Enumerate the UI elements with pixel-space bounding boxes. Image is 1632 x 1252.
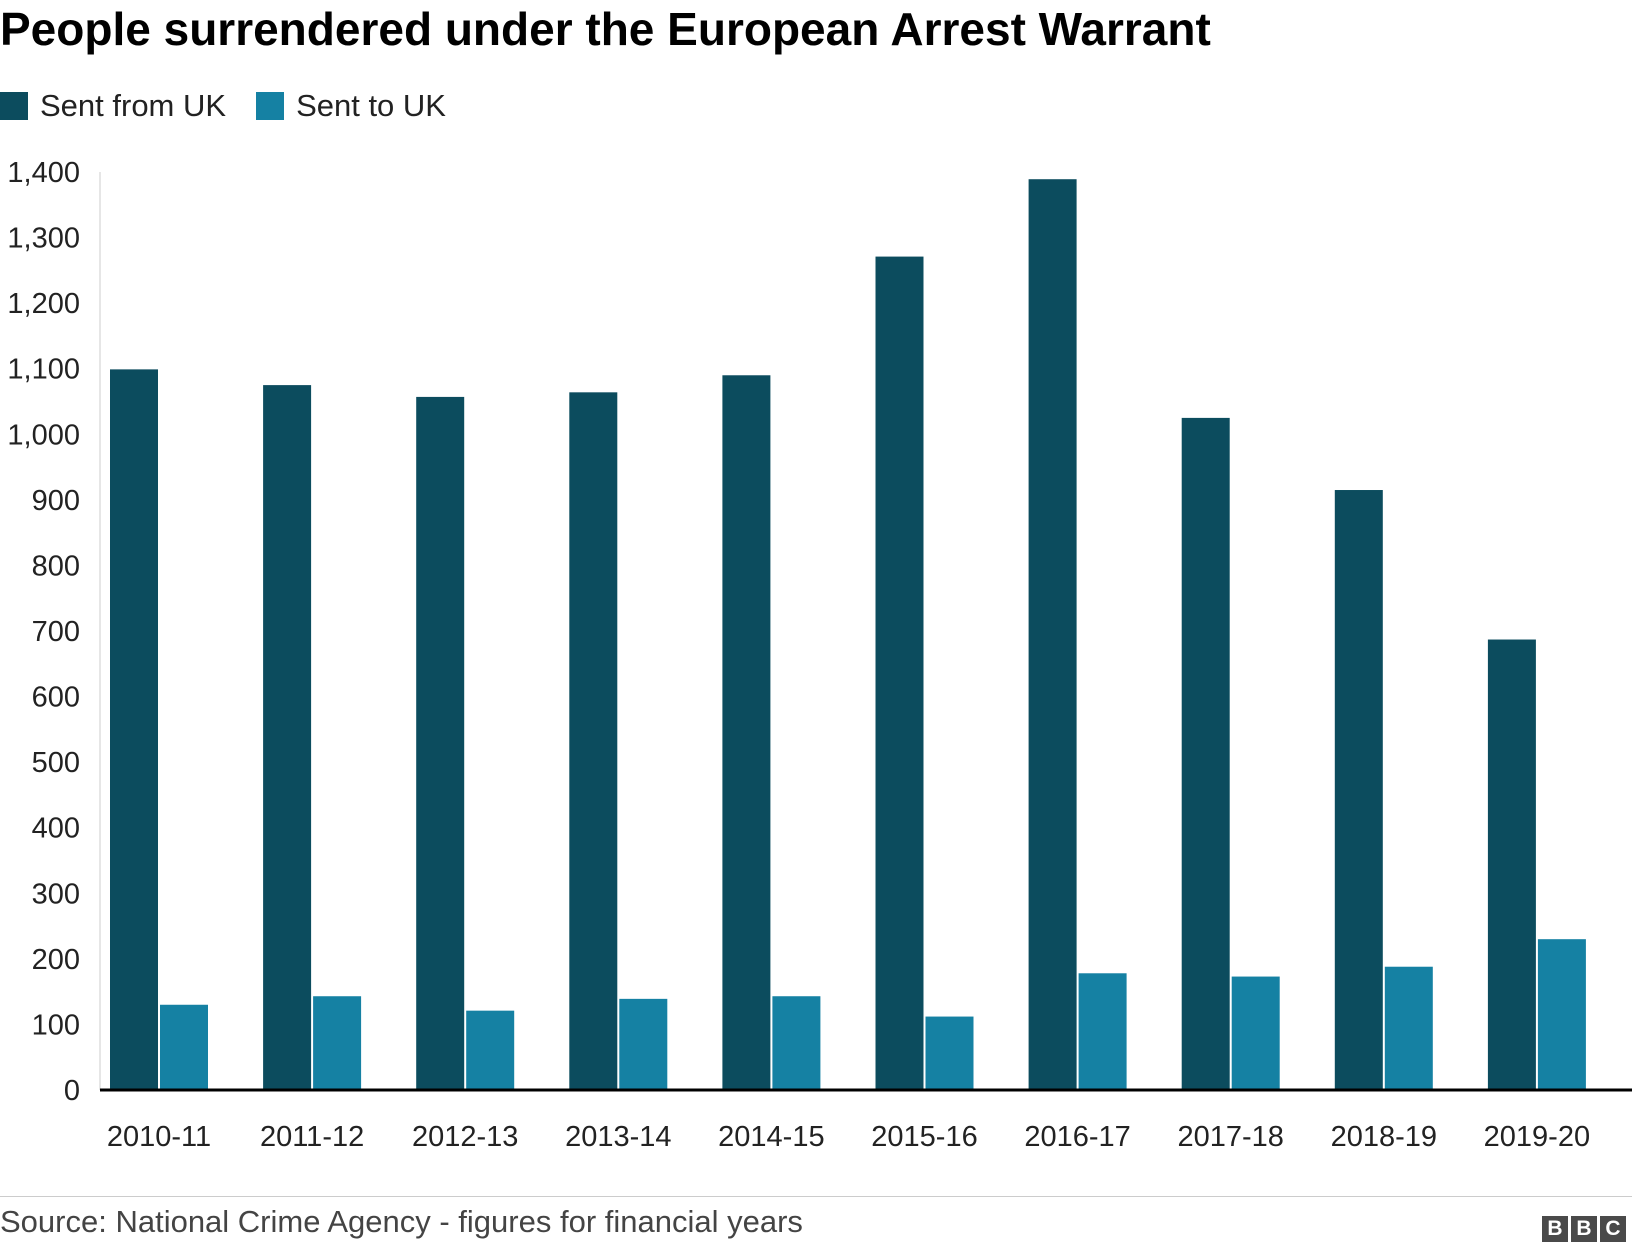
x-tick-label: 2013-14: [565, 1121, 671, 1153]
x-tick-label: 2011-12: [260, 1121, 364, 1153]
logo-letter: B: [1542, 1216, 1568, 1242]
bar-sent-to-uk: [466, 1010, 515, 1090]
bar-sent-to-uk: [925, 1016, 974, 1090]
x-tick-label: 2014-15: [718, 1121, 824, 1153]
y-tick-label: 1,100: [7, 354, 80, 386]
x-tick-label: 2010-11: [107, 1121, 211, 1153]
y-tick-label: 900: [32, 485, 80, 517]
legend-swatch-sent-to-uk: [256, 92, 285, 120]
bar-sent-to-uk: [772, 996, 821, 1090]
legend-item-sent-to-uk: Sent to UK: [256, 88, 446, 124]
source-note: Source: National Crime Agency - figures …: [0, 1204, 803, 1239]
bar-sent-to-uk: [1384, 966, 1433, 1090]
bar-sent-from-uk: [1181, 417, 1230, 1091]
bar-sent-from-uk: [110, 369, 158, 1090]
bar-sent-from-uk: [1487, 639, 1536, 1090]
legend: Sent from UK Sent to UK: [0, 86, 476, 126]
x-tick-label: 2017-18: [1177, 1121, 1283, 1153]
logo-letter: B: [1571, 1216, 1597, 1242]
bbc-logo: B B C: [1539, 1216, 1626, 1242]
y-tick-label: 600: [32, 682, 80, 714]
x-tick-label: 2018-19: [1331, 1121, 1437, 1153]
y-tick-label: 400: [32, 813, 80, 845]
bar-sent-from-uk: [1334, 490, 1383, 1090]
bar-sent-from-uk: [722, 375, 771, 1090]
y-tick-label: 800: [32, 550, 80, 582]
y-tick-label: 100: [32, 1009, 80, 1041]
bar-sent-from-uk: [263, 385, 312, 1090]
logo-letter: C: [1600, 1216, 1626, 1242]
x-tick-label: 2016-17: [1024, 1121, 1130, 1153]
y-tick-label: 500: [32, 747, 80, 779]
bar-sent-to-uk: [160, 1004, 208, 1090]
bar-sent-to-uk: [1078, 973, 1127, 1090]
y-tick-label: 700: [32, 616, 80, 648]
y-tick-label: 1,300: [7, 223, 80, 255]
y-tick-label: 300: [32, 878, 80, 910]
bar-sent-to-uk: [619, 998, 668, 1090]
x-tick-label: 2019-20: [1484, 1121, 1590, 1153]
bar-sent-from-uk: [416, 396, 465, 1090]
bar-sent-to-uk: [313, 996, 362, 1090]
chart-title: People surrendered under the European Ar…: [0, 3, 1211, 55]
legend-label-sent-from-uk: Sent from UK: [40, 88, 227, 123]
y-tick-label: 1,400: [7, 157, 80, 189]
x-tick-label: 2012-13: [412, 1121, 518, 1153]
legend-item-sent-from-uk: Sent from UK: [0, 88, 226, 124]
y-tick-label: 200: [32, 944, 80, 976]
legend-label-sent-to-uk: Sent to UK: [296, 88, 446, 123]
x-tick-label: 2015-16: [871, 1121, 977, 1153]
bar-sent-from-uk: [875, 256, 924, 1090]
footer-divider: [0, 1196, 1632, 1197]
legend-swatch-sent-from-uk: [0, 92, 28, 120]
y-tick-label: 1,200: [7, 288, 80, 320]
bar-sent-to-uk: [1231, 976, 1280, 1090]
bar-chart: 0 100 200 300 400 500 600 700 800 900 1,000 1,100 1,…: [7, 157, 1632, 1153]
bar-sent-to-uk: [1537, 939, 1586, 1090]
bar-sent-from-uk: [569, 392, 618, 1090]
y-tick-label: 1,000: [7, 419, 80, 451]
bar-sent-from-uk: [1028, 179, 1077, 1090]
y-tick-label: 0: [64, 1075, 80, 1107]
